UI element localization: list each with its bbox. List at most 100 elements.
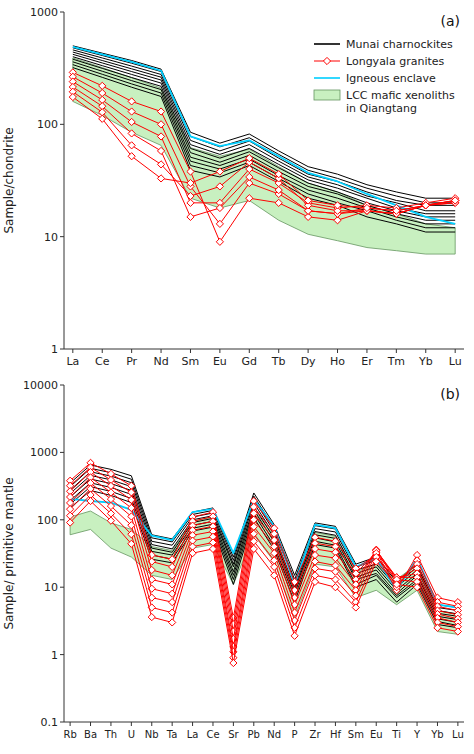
marker <box>157 108 164 115</box>
legend-label-line: LCC mafic xenoliths <box>346 89 455 102</box>
x-tick <box>396 722 397 726</box>
marker <box>246 195 253 202</box>
x-tick-label: Ce <box>95 355 110 368</box>
marker <box>128 489 135 496</box>
marker <box>250 538 257 545</box>
x-tick <box>233 722 234 726</box>
x-tick-label: Y <box>413 729 421 740</box>
line <box>73 87 455 217</box>
line <box>70 467 458 624</box>
marker <box>157 121 164 128</box>
figure: 1101001000LaCePrNdSmEuGdTbDyHoErTmYbLuSa… <box>0 0 474 754</box>
x-tick <box>366 349 367 353</box>
x-tick-label: Eu <box>213 355 227 368</box>
plot-area <box>69 46 459 254</box>
y-axis-line <box>64 385 65 722</box>
marker <box>169 619 176 626</box>
legend-swatch <box>314 77 340 79</box>
y-tick <box>60 587 64 588</box>
x-tick <box>131 722 132 726</box>
marker <box>373 558 380 565</box>
marker <box>107 510 114 517</box>
marker <box>128 118 135 125</box>
x-tick <box>253 722 254 726</box>
marker <box>413 584 420 591</box>
marker <box>393 207 400 214</box>
marker <box>187 213 194 220</box>
y-tick-label: 10000 <box>23 379 58 392</box>
marker <box>157 133 164 140</box>
marker <box>128 531 135 538</box>
x-tick-label: P <box>292 729 298 740</box>
axes: 0.1110100100010000RbBaThUNbTaLaCeSrPbNdP… <box>23 379 464 740</box>
legend-label: LCC mafic xenolithsin Qiangtang <box>346 89 455 115</box>
line <box>73 52 455 211</box>
marker <box>311 578 318 585</box>
marker <box>250 545 257 552</box>
x-axis-line <box>64 349 464 350</box>
line <box>73 54 455 213</box>
x-tick <box>110 722 111 726</box>
line <box>70 495 458 658</box>
line <box>70 489 458 652</box>
marker <box>128 540 135 547</box>
y-axis-label: Sample/chondrite <box>2 127 16 233</box>
series <box>67 459 462 666</box>
x-tick <box>457 722 458 726</box>
marker <box>291 632 298 639</box>
x-tick <box>437 722 438 726</box>
legend-swatch <box>314 43 340 45</box>
y-tick-label: 100 <box>37 514 58 527</box>
legend-label-line: Munai charnockites <box>346 38 453 51</box>
marker <box>352 604 359 611</box>
x-tick-label: Th <box>104 729 117 740</box>
x-tick <box>131 349 132 353</box>
series <box>73 46 455 232</box>
marker <box>216 168 223 175</box>
x-tick <box>274 722 275 726</box>
marker <box>99 115 106 122</box>
y-tick-label: 1 <box>51 343 58 356</box>
x-tick <box>249 349 250 353</box>
y-axis-line <box>64 12 65 349</box>
legend-marker <box>323 57 330 64</box>
y-tick-label: 1000 <box>30 6 58 19</box>
legend-label-line: Longyala granites <box>346 55 445 68</box>
x-tick-label: Sr <box>228 729 239 740</box>
x-tick-label: Nd <box>267 729 281 740</box>
x-tick <box>212 722 213 726</box>
y-tick-label: 10 <box>44 231 58 244</box>
line <box>73 65 455 228</box>
y-tick <box>60 452 64 453</box>
y-tick-label: 100 <box>37 118 58 131</box>
y-tick <box>60 654 64 655</box>
x-tick <box>192 722 193 726</box>
y-tick-label: 1000 <box>30 446 58 459</box>
x-tick-label: Nd <box>153 355 168 368</box>
marker <box>67 512 74 519</box>
marker <box>332 584 339 591</box>
plot-area <box>67 459 462 666</box>
x-tick <box>102 349 103 353</box>
marker <box>216 238 223 245</box>
marker <box>99 89 106 96</box>
legend-label: Munai charnockites <box>346 38 453 51</box>
x-tick-label: Lu <box>449 355 462 368</box>
line <box>73 97 455 211</box>
line <box>70 479 458 620</box>
marker <box>452 197 459 204</box>
x-tick <box>417 722 418 726</box>
x-tick-label: Pb <box>248 729 260 740</box>
marker <box>107 517 114 524</box>
marker <box>128 153 135 160</box>
x-tick-label: Ti <box>391 729 401 740</box>
y-axis-label: Sample/ primitive mantle <box>2 477 16 629</box>
line <box>70 483 458 623</box>
marker <box>422 202 429 209</box>
x-tick <box>151 722 152 726</box>
marker <box>271 563 278 570</box>
x-tick <box>161 349 162 353</box>
x-tick-label: Rb <box>63 729 76 740</box>
marker <box>189 550 196 557</box>
panel-label: (b) <box>440 386 460 402</box>
